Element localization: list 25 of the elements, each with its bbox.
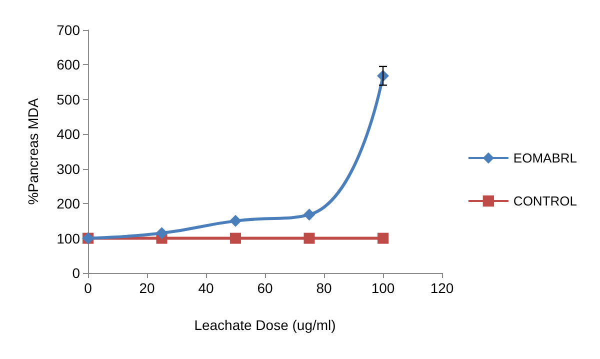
x-tick-label: 120	[430, 280, 454, 296]
y-tick-label: 700	[56, 22, 80, 38]
x-tick-label: 60	[257, 280, 273, 296]
legend-label: EOMABRL	[513, 150, 578, 166]
point	[230, 214, 242, 227]
x-tick-label: 0	[84, 280, 92, 296]
y-tick-label: 500	[56, 91, 80, 108]
x-tick-label: 40	[198, 280, 214, 296]
x-tick-label: 80	[316, 280, 332, 296]
legend-label: CONTROL	[513, 194, 577, 208]
y-tick-label: 200	[56, 196, 80, 212]
x-tick-label: 20	[139, 280, 155, 296]
y-axis-title: %Pancreas MDA	[25, 98, 41, 205]
y-tick-label: 0	[72, 265, 80, 281]
point	[156, 227, 168, 240]
point	[230, 232, 241, 244]
y-tick-label: 400	[56, 126, 80, 142]
x-axis-title: Leachate Dose (ug/ml)	[194, 317, 336, 333]
y-tick-label: 600	[56, 56, 80, 73]
y-tick-label: 300	[56, 160, 80, 177]
y-tick-label: 100	[56, 230, 80, 246]
point	[378, 232, 388, 244]
x-tick-label: 100	[371, 280, 395, 296]
point	[304, 232, 315, 244]
point	[303, 208, 316, 221]
